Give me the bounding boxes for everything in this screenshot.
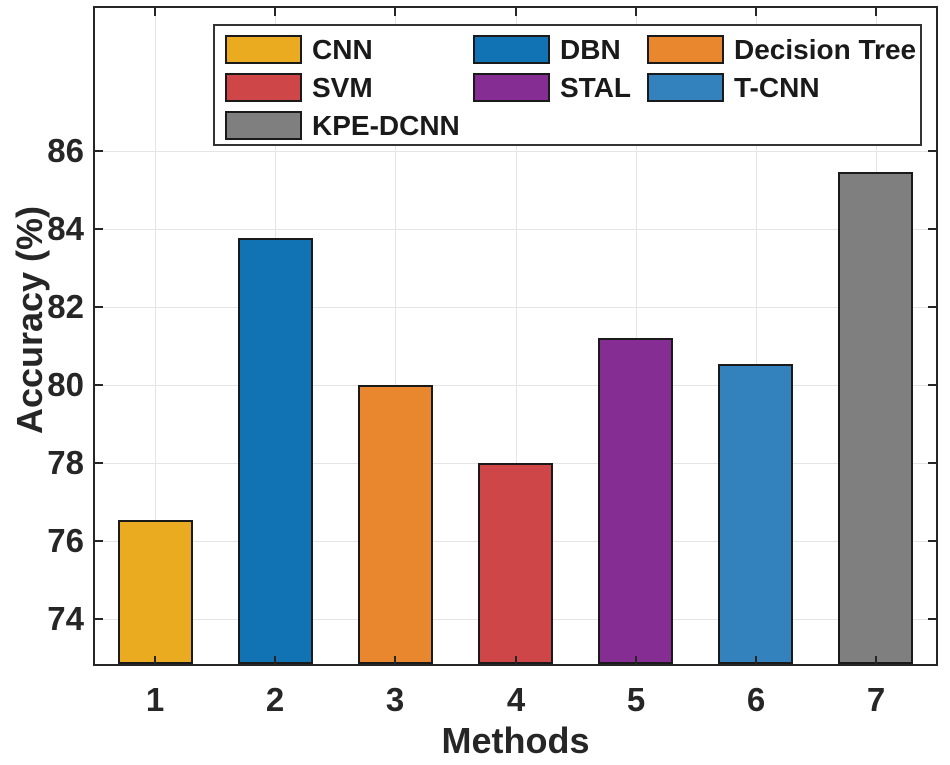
- gridline-x-5: [636, 8, 637, 664]
- axis-tick-left-84: [95, 228, 103, 230]
- legend-label-cnn: CNN: [312, 34, 373, 65]
- axis-tick-top-2: [274, 8, 276, 16]
- legend-swatch-kpe-dcnn: [225, 111, 302, 140]
- x-tick-label-2: 2: [265, 681, 285, 718]
- axis-tick-bottom-6: [755, 656, 757, 664]
- axis-tick-top-5: [635, 8, 637, 16]
- x-tick-label-4: 4: [506, 681, 526, 718]
- axis-tick-top-3: [394, 8, 396, 16]
- y-tick-label-74: 74: [47, 600, 84, 637]
- x-tick-label-1: 1: [145, 681, 165, 718]
- bar-stal: [598, 338, 673, 664]
- gridline-y-80: [95, 385, 936, 386]
- bar-cnn: [118, 519, 193, 664]
- legend-label-t-cnn: T-CNN: [734, 72, 820, 103]
- y-tick-label-86: 86: [47, 132, 84, 169]
- axis-tick-left-86: [95, 150, 103, 152]
- legend-swatch-cnn: [225, 35, 302, 64]
- axis-tick-top-4: [515, 8, 517, 16]
- plot-content: [95, 8, 936, 664]
- axis-tick-right-86: [928, 150, 936, 152]
- x-tick-label-6: 6: [746, 681, 766, 718]
- x-tick-label-5: 5: [626, 681, 646, 718]
- axis-tick-top-1: [154, 8, 156, 16]
- axis-tick-right-82: [928, 306, 936, 308]
- axis-tick-bottom-7: [875, 656, 877, 664]
- legend-swatch-stal: [473, 73, 550, 102]
- axis-tick-left-76: [95, 540, 103, 542]
- legend-label-decision-tree: Decision Tree: [734, 34, 917, 65]
- legend-swatch-t-cnn: [647, 73, 724, 102]
- axis-tick-left-80: [95, 384, 103, 386]
- axis-tick-right-84: [928, 228, 936, 230]
- gridline-y-86: [95, 151, 936, 152]
- gridline-x-6: [756, 8, 757, 664]
- legend-label-stal: STAL: [560, 72, 632, 103]
- axis-tick-right-78: [928, 462, 936, 464]
- bar-kpe-dcnn: [838, 172, 913, 664]
- axis-tick-right-80: [928, 384, 936, 386]
- axis-tick-bottom-1: [154, 656, 156, 664]
- axis-tick-bottom-5: [635, 656, 637, 664]
- axis-tick-top-6: [755, 8, 757, 16]
- legend-swatch-dbn: [473, 35, 550, 64]
- y-tick-label-78: 78: [47, 444, 84, 481]
- y-axis-title: Accuracy (%): [9, 205, 50, 435]
- bar-dbn: [238, 237, 313, 664]
- gridline-x-3: [395, 8, 396, 664]
- legend-label-svm: SVM: [312, 72, 373, 103]
- legend: CNN DBN Decision Tree SVM STAL T-CNN KPE-DCNN: [213, 24, 922, 146]
- axis-tick-left-78: [95, 462, 103, 464]
- gridline-x-1: [155, 8, 156, 664]
- bar-decision-tree: [358, 385, 433, 664]
- legend-label-dbn: DBN: [560, 34, 621, 65]
- y-tick-label-84: 84: [47, 210, 84, 247]
- legend-swatch-decision-tree: [647, 35, 724, 64]
- axis-tick-right-74: [928, 618, 936, 620]
- y-tick-label-80: 80: [47, 366, 84, 403]
- bar-svm: [478, 463, 553, 664]
- axis-tick-bottom-4: [515, 656, 517, 664]
- axis-tick-left-74: [95, 618, 103, 620]
- gridline-y-82: [95, 307, 936, 308]
- y-tick-label-76: 76: [47, 522, 84, 559]
- gridline-y-84: [95, 229, 936, 230]
- axis-tick-left-82: [95, 306, 103, 308]
- gridline-x-4: [516, 8, 517, 664]
- axis-tick-top-7: [875, 8, 877, 16]
- legend-swatch-svm: [225, 73, 302, 102]
- legend-label-kpe-dcnn: KPE-DCNN: [312, 110, 460, 141]
- axis-tick-bottom-2: [274, 656, 276, 664]
- axis-tick-right-76: [928, 540, 936, 542]
- y-tick-label-82: 82: [47, 288, 84, 325]
- axis-tick-bottom-3: [394, 656, 396, 664]
- x-tick-label-3: 3: [385, 681, 405, 718]
- bar-t-cnn: [718, 363, 793, 664]
- x-tick-label-7: 7: [866, 681, 886, 718]
- x-axis-title: Methods: [441, 720, 590, 761]
